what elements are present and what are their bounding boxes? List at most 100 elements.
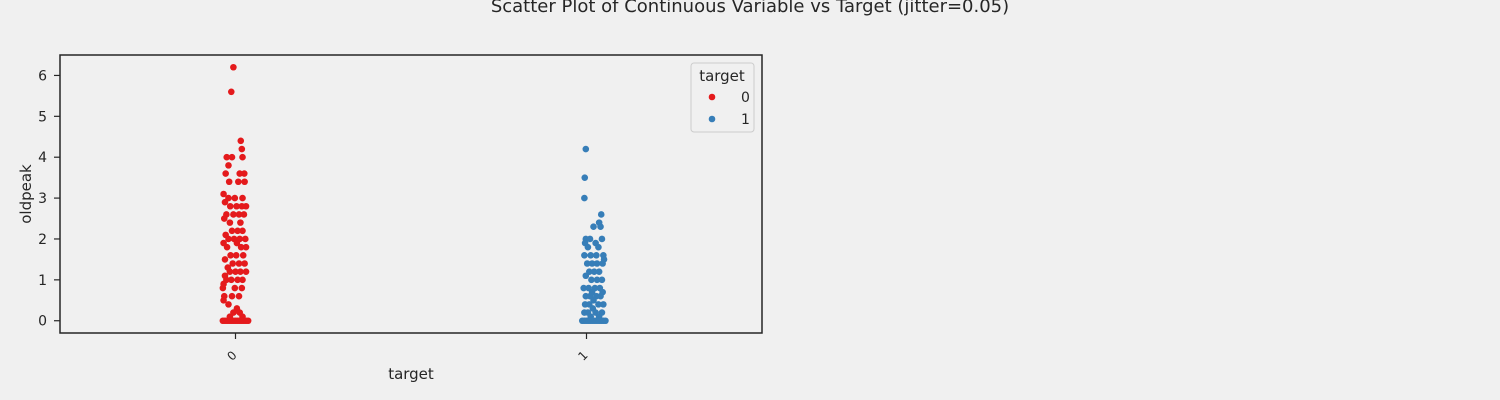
data-point-series-0 — [226, 202, 234, 210]
data-point-series-1 — [580, 284, 587, 292]
data-point-series-0 — [239, 227, 246, 235]
data-point-series-0 — [223, 153, 231, 161]
data-point-series-0 — [226, 268, 234, 275]
legend-title: target — [699, 67, 745, 85]
data-point-series-0 — [228, 227, 236, 235]
data-point-series-0 — [234, 227, 241, 235]
data-point-series-0 — [227, 276, 235, 284]
data-point-series-1 — [583, 260, 591, 267]
data-point-series-0 — [220, 190, 227, 198]
data-point-series-1 — [581, 194, 588, 202]
data-point-series-1 — [595, 243, 602, 251]
x-tick-label: 1 — [575, 348, 590, 363]
points-layer — [219, 63, 609, 325]
chart-title: Scatter Plot of Continuous Variable vs T… — [491, 0, 1009, 17]
data-point-series-0 — [227, 88, 235, 96]
y-tick-label: 3 — [38, 191, 47, 207]
data-point-series-0 — [235, 292, 243, 300]
data-point-series-1 — [595, 301, 602, 308]
data-point-series-0 — [228, 153, 236, 161]
legend: target 0 1 — [690, 62, 755, 133]
data-point-series-0 — [225, 178, 233, 186]
y-tick-label: 6 — [38, 68, 47, 84]
data-point-series-1 — [581, 174, 589, 181]
data-point-series-0 — [220, 215, 228, 222]
data-point-series-1 — [584, 243, 592, 251]
data-point-series-0 — [240, 211, 248, 218]
legend-label-0: 0 — [741, 90, 750, 106]
y-axis-label: oldpeak — [17, 164, 35, 224]
data-point-series-0 — [242, 243, 250, 251]
data-point-series-0 — [239, 276, 246, 284]
data-point-series-0 — [240, 170, 248, 177]
data-point-series-0 — [226, 219, 234, 226]
data-point-series-0 — [236, 170, 244, 177]
data-point-series-1 — [597, 211, 605, 218]
data-point-series-1 — [582, 145, 590, 153]
data-point-series-0 — [230, 211, 237, 218]
data-point-series-0 — [239, 153, 246, 161]
data-point-series-0 — [237, 243, 245, 251]
data-point-series-0 — [225, 162, 232, 169]
data-point-series-0 — [242, 235, 249, 243]
x-tick-label: 0 — [224, 348, 239, 363]
data-point-series-1 — [581, 252, 588, 259]
data-point-series-0 — [221, 256, 229, 263]
data-point-series-0 — [237, 219, 244, 226]
data-point-series-0 — [241, 260, 248, 267]
data-point-series-1 — [599, 260, 606, 267]
data-point-series-1 — [602, 317, 609, 325]
x-axis-label: target — [388, 365, 434, 383]
data-point-series-0 — [242, 202, 250, 210]
data-point-series-0 — [228, 292, 236, 300]
data-point-series-1 — [597, 292, 604, 300]
y-tick-label: 2 — [38, 232, 47, 248]
data-point-series-0 — [229, 260, 236, 267]
data-point-series-0 — [238, 145, 246, 153]
axes-frame — [59, 54, 763, 334]
y-tick-label: 5 — [38, 109, 47, 125]
data-point-series-0 — [230, 63, 237, 71]
data-point-series-1 — [590, 296, 597, 304]
data-point-series-1 — [588, 276, 595, 284]
data-point-series-0 — [227, 252, 234, 259]
data-point-series-0 — [221, 198, 229, 206]
data-point-series-0 — [222, 170, 229, 177]
data-point-series-0 — [225, 235, 232, 243]
legend-marker-0 — [708, 93, 716, 101]
data-point-series-0 — [244, 317, 252, 325]
data-point-series-1 — [590, 223, 597, 231]
data-point-series-1 — [582, 272, 590, 280]
data-point-series-1 — [593, 276, 601, 284]
data-point-series-0 — [219, 284, 227, 292]
data-point-series-1 — [587, 252, 595, 259]
data-point-series-0 — [225, 301, 232, 308]
data-point-series-0 — [241, 178, 248, 186]
data-point-series-0 — [232, 252, 240, 259]
data-point-series-0 — [233, 239, 241, 247]
data-point-series-0 — [238, 284, 246, 292]
data-point-series-0 — [234, 276, 241, 284]
data-point-series-1 — [600, 301, 607, 308]
data-point-series-0 — [239, 252, 247, 259]
data-point-series-0 — [231, 284, 239, 292]
data-point-series-1 — [590, 268, 598, 275]
y-tick-label: 0 — [38, 314, 47, 330]
data-point-series-1 — [598, 276, 606, 284]
data-point-series-0 — [235, 178, 242, 186]
data-point-series-1 — [593, 252, 600, 259]
data-point-series-1 — [593, 260, 601, 267]
data-point-series-1 — [588, 260, 596, 267]
legend-box — [690, 62, 755, 133]
data-point-series-1 — [597, 223, 604, 231]
data-point-series-0 — [237, 268, 244, 275]
data-point-series-0 — [235, 211, 243, 218]
y-tick-label: 4 — [38, 150, 47, 166]
legend-label-1: 1 — [741, 112, 750, 128]
data-point-series-0 — [237, 137, 245, 145]
y-tick-label: 1 — [38, 273, 47, 289]
data-point-series-0 — [232, 268, 239, 275]
data-point-series-0 — [231, 194, 239, 202]
